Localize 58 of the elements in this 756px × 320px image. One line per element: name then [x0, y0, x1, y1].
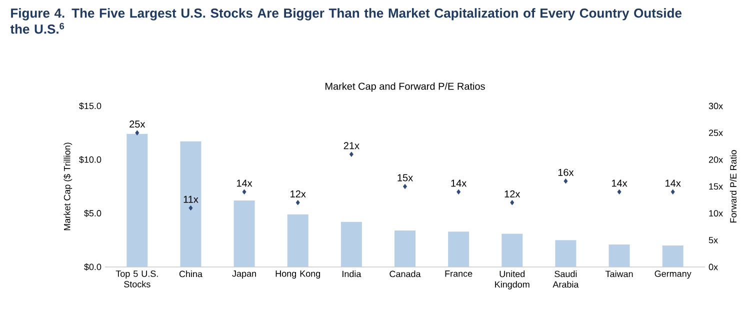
x-tick-label: China — [179, 270, 202, 278]
point — [617, 189, 622, 194]
point — [670, 189, 675, 194]
point — [564, 178, 568, 184]
bar — [180, 141, 202, 267]
data-label: 11x — [184, 196, 198, 203]
point — [349, 152, 354, 157]
data-label: 14x — [237, 180, 252, 187]
data-label: 12x — [290, 190, 306, 198]
x-tick-label: India — [342, 270, 362, 278]
bar — [394, 230, 416, 267]
x-tick-label: Saudi Arabia — [552, 270, 579, 288]
x-tick-label: Taiwan — [605, 270, 633, 278]
bar — [448, 232, 470, 267]
y-tick-label: $10.0 — [79, 156, 102, 164]
y-axis-title: Market Cap ($ Trillion) — [64, 142, 72, 230]
x-tick-label: Top 5 U.S. Stocks — [116, 270, 158, 288]
bar — [126, 134, 148, 267]
data-label: 15x — [398, 174, 413, 182]
data-label: 21x — [344, 142, 360, 150]
y2-tick-label: 0x — [708, 264, 718, 270]
chart-subtitle: Market Cap and Forward P/E Ratios — [326, 82, 485, 92]
bar — [340, 222, 362, 267]
bar — [662, 246, 684, 267]
bar — [608, 244, 630, 267]
bar — [234, 200, 255, 267]
y-tick-label: $0.0 — [84, 263, 102, 271]
x-tick-label: Hong Kong — [276, 270, 320, 279]
data-label: 14x — [666, 180, 681, 187]
data-label: 14x — [451, 180, 467, 187]
bar — [287, 214, 308, 267]
data-label: 16x — [558, 168, 574, 176]
chart-title: Figure 4. The Five Largest U.S. Stocks Are Bigger Than the Market Capitalization of Every Country Outside the U.S.$^{6}$ — [10, 8, 682, 34]
bar — [502, 234, 523, 267]
point — [456, 189, 461, 194]
x-tick-label: France — [445, 270, 472, 277]
y2-tick-label: 5x — [708, 237, 718, 244]
data-label: 25x — [130, 120, 146, 128]
bar — [555, 240, 576, 267]
point — [242, 189, 246, 194]
y-tick-label: $15.0 — [79, 102, 102, 110]
y2-tick-label: 15x — [709, 183, 723, 190]
y2-tick-label: 20x — [708, 156, 723, 163]
x-tick-label: Japan — [232, 270, 256, 279]
y-tick-label: $5.0 — [84, 210, 102, 217]
x-tick-label: Canada — [390, 270, 421, 278]
point — [510, 200, 514, 206]
y2-tick-label: 25x — [708, 130, 723, 136]
y2-tick-label: 30x — [708, 102, 723, 110]
y2-axis-title: Forward P/E Ratio — [730, 150, 737, 223]
x-tick-label: Germany — [654, 270, 692, 279]
point — [188, 205, 193, 211]
point — [135, 130, 140, 136]
data-label: 12x — [504, 190, 520, 198]
x-tick-label: United Kingdom — [495, 270, 530, 290]
point — [296, 200, 300, 206]
y2-tick-label: 10x — [709, 210, 723, 217]
data-label: 14x — [612, 180, 628, 187]
